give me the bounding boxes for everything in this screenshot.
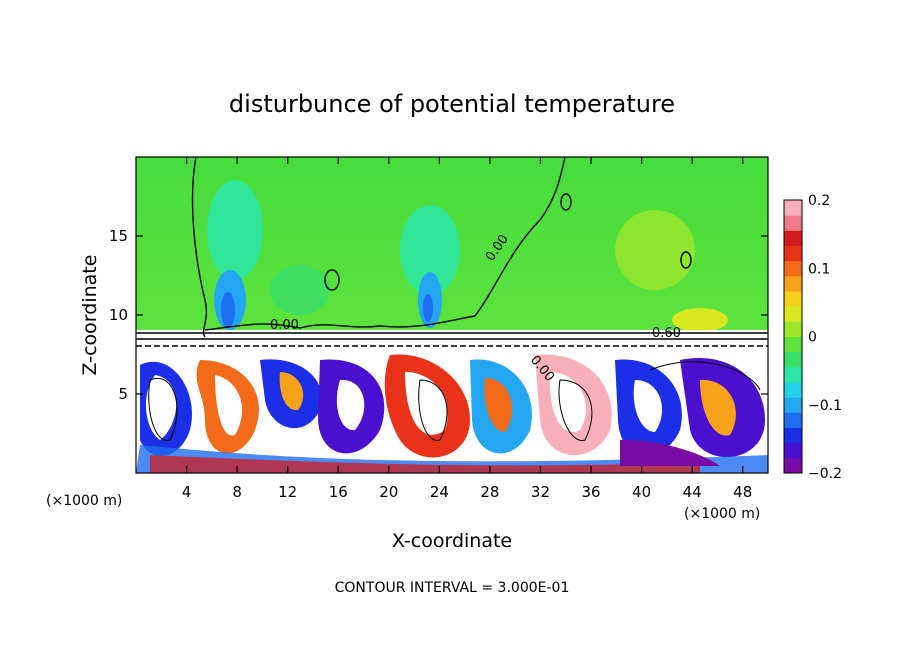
upper-anomaly [672,308,728,332]
y-tick-label: 15 [109,227,128,245]
upper-anomaly [400,205,460,295]
upper-anomaly [270,265,330,315]
y-tick-label: 5 [118,385,128,403]
colorbar-swatch [784,215,802,231]
plot-area: 0.00 0.00 0.60 0.00 [136,157,768,473]
x-tick-label: 16 [329,483,348,501]
eddy [620,440,720,466]
x-tick-label: 20 [379,483,398,501]
y-axis: 5 10 15 [109,227,768,403]
x-tick-label: 44 [683,483,702,501]
colorbar-swatch [784,382,802,398]
colorbar-swatch [784,366,802,383]
colorbar-tick-label: 0.2 [808,193,830,209]
upper-anomaly [423,294,433,322]
x-tick-label: 32 [531,483,550,501]
x-tick-label: 24 [430,483,449,501]
contour-line [204,157,566,331]
contour-line [680,251,692,269]
contour-line [649,361,761,391]
contour-line [418,379,448,441]
x-tick-label: 28 [480,483,499,501]
x-tick-label: 4 [182,483,192,501]
chart-title: disturbunce of potential temperature [229,90,675,118]
colorbar-swatch [784,442,802,459]
contour-line [560,193,572,211]
x-unit-label: (×1000 m) [684,506,760,522]
colorbar-swatch [784,351,802,368]
colorbar-swatch [784,321,802,337]
contour-interval-note: CONTOUR INTERVAL = 3.000E-01 [335,580,570,596]
x-axis: 4 8 12 16 20 24 28 32 36 40 44 48 [182,157,752,501]
colorbar-swatch [784,427,802,444]
upper-anomaly [221,292,235,328]
eddy [633,380,663,432]
colorbar-swatch [784,275,802,292]
eddy [405,372,448,435]
colorbar-swatch [784,397,802,413]
eddy [484,378,513,432]
colorbar-swatch [784,230,802,246]
colorbar-frame [783,199,803,474]
y-axis-label: Z-coordinate [79,255,101,376]
eddy [700,379,736,436]
eddy [279,372,304,411]
x-tick-label: 40 [632,483,651,501]
x-tick-label: 8 [232,483,242,501]
colorbar-swatch [784,200,802,216]
colorbar [783,199,803,474]
contour-lines [136,157,768,441]
contour-label: 0.60 [652,326,681,341]
contour-line [191,157,208,338]
colorbar-tick-label: −0.2 [808,466,842,482]
colorbar-swatch [784,245,802,262]
colorbar-tick-label: −0.1 [808,398,842,414]
x-axis-label: X-coordinate [392,530,512,552]
eddy [145,375,177,440]
contour-label: 0.00 [270,318,299,333]
eddy [215,375,243,436]
colorbar-tick-label: 0 [808,330,817,346]
x-tick-label: 36 [581,483,600,501]
upper-anomaly [207,180,263,280]
colorbar-swatch [784,457,802,474]
x-tick-label: 48 [733,483,752,501]
colorbar-swatch [784,336,802,353]
y-tick-label: 10 [109,306,128,324]
y-unit-label: (×1000 m) [46,493,122,509]
contour-line [558,379,593,441]
lower-eddies [136,354,768,473]
contour-line [148,377,178,441]
colorbar-tick-label: 0.1 [808,261,830,277]
colorbar-swatch [784,412,802,428]
upper-anomaly [615,210,695,290]
x-tick-label: 12 [278,483,297,501]
eddy [336,379,365,431]
colorbar-swatch [784,306,802,322]
colorbar-ticks: 0.2 0.1 0 −0.1 −0.2 [808,193,842,482]
colorbar-swatch [784,291,802,307]
contour-line [324,269,340,291]
colorbar-swatch [784,260,802,277]
